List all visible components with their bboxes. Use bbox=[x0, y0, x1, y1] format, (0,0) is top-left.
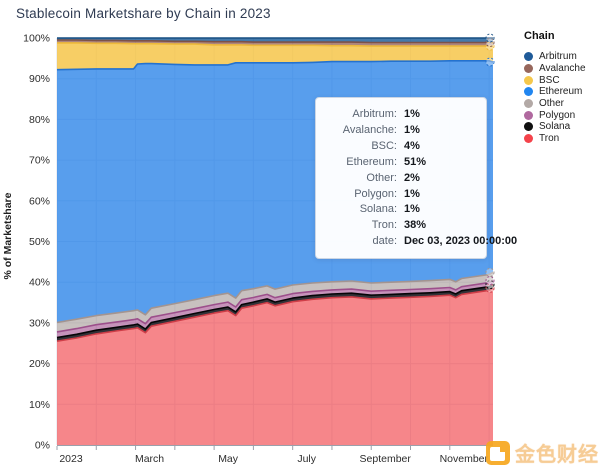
solana-color-dot-icon bbox=[524, 122, 533, 132]
legend-title: Chain bbox=[524, 30, 555, 42]
legend-item-bsc[interactable]: BSC bbox=[524, 74, 586, 86]
y-tick-label: 70% bbox=[29, 155, 50, 167]
watermark: 金色财经 bbox=[486, 438, 599, 467]
x-tick-label: May bbox=[218, 453, 239, 465]
tooltip-label: Avalanche: bbox=[342, 123, 397, 136]
legend-item-polygon[interactable]: Polygon bbox=[524, 109, 586, 121]
tooltip-label: date: bbox=[372, 235, 397, 248]
hover-marker-tron bbox=[485, 283, 495, 293]
legend-item-tron[interactable]: Tron bbox=[524, 133, 586, 145]
edge-solana bbox=[56, 283, 494, 339]
tron-color-dot-icon bbox=[524, 134, 533, 144]
y-tick-label: 30% bbox=[29, 317, 50, 329]
other-color-dot-icon bbox=[524, 99, 533, 109]
area-bsc[interactable] bbox=[57, 42, 493, 70]
y-tick-label: 20% bbox=[29, 358, 50, 370]
ethereum-color-dot-icon bbox=[524, 87, 533, 97]
watermark-text: 金色财经 bbox=[515, 444, 599, 466]
tooltip-row: Arbitrum: 1% bbox=[327, 107, 475, 123]
y-tick-label: 60% bbox=[29, 195, 50, 207]
x-tick-label: 2023 bbox=[59, 453, 83, 465]
edge-avalanche bbox=[57, 39, 493, 44]
tooltip-value: 4% bbox=[404, 139, 420, 152]
legend-label: Ethereum bbox=[539, 86, 583, 98]
edge-bsc bbox=[57, 42, 493, 47]
tooltip-value: 1% bbox=[404, 123, 420, 136]
hover-marker-bsc bbox=[485, 41, 495, 51]
legend-label: Other bbox=[539, 98, 565, 110]
tooltip-value: 1% bbox=[404, 187, 420, 200]
hover-marker-other bbox=[485, 267, 495, 277]
tooltip-row: Other: 2% bbox=[327, 171, 475, 187]
hover-tooltip: Arbitrum: 1% Avalanche: 1% BSC: 4% Ethereum: 51… bbox=[315, 97, 518, 260]
edge-ethereum bbox=[56, 60, 494, 71]
x-tick-label: September bbox=[360, 453, 412, 465]
tooltip-label: BSC: bbox=[371, 139, 397, 152]
tooltip-value: 38% bbox=[404, 219, 427, 232]
area-other[interactable] bbox=[57, 272, 493, 332]
tooltip-value: 1% bbox=[404, 108, 420, 120]
tooltip-row: Solana: 1% bbox=[327, 202, 475, 218]
arbitrum-color-dot-icon bbox=[524, 52, 533, 62]
tooltip-label: Tron: bbox=[371, 219, 397, 232]
y-tick-label: 50% bbox=[29, 236, 50, 248]
tooltip-value: 51% bbox=[404, 155, 427, 168]
avalanche-color-dot-icon bbox=[524, 64, 533, 74]
tooltip-label: Arbitrum: bbox=[352, 108, 397, 120]
legend-item-other[interactable]: Other bbox=[524, 98, 586, 110]
hover-marker-solana bbox=[485, 280, 495, 290]
tooltip-label: Solana: bbox=[359, 203, 397, 216]
hover-marker-avalanche bbox=[485, 37, 495, 47]
legend-item-avalanche[interactable]: Avalanche bbox=[524, 63, 586, 75]
tooltip-label: Polygon: bbox=[354, 187, 397, 200]
legend-label: Tron bbox=[539, 133, 560, 145]
legend-label: Polygon bbox=[539, 109, 576, 121]
edge-other bbox=[56, 271, 494, 324]
y-tick-label: 10% bbox=[29, 399, 50, 411]
y-tick-label: 0% bbox=[35, 440, 50, 452]
y-tick-label: 80% bbox=[29, 114, 50, 126]
bsc-color-dot-icon bbox=[524, 75, 533, 85]
chart-title: Stablecoin Marketshare by Chain in 2023 bbox=[16, 6, 271, 21]
legend-label: Solana bbox=[539, 121, 571, 133]
y-tick-label: 100% bbox=[23, 33, 50, 45]
jinse-logo-icon bbox=[486, 440, 510, 465]
chart-legend: Chain Arbitrum Avalanche BSC Ethereum Other P… bbox=[524, 30, 586, 145]
hover-marker-polygon bbox=[485, 276, 495, 286]
legend-label: BSC bbox=[539, 74, 560, 86]
tooltip-value: 2% bbox=[404, 171, 420, 184]
legend-item-solana[interactable]: Solana bbox=[524, 121, 586, 133]
tooltip-label: Other: bbox=[366, 171, 397, 184]
edge-polygon bbox=[56, 279, 494, 333]
tooltip-row: Tron: 38% bbox=[327, 218, 475, 234]
legend-label: Avalanche bbox=[539, 63, 586, 75]
tooltip-row: Ethereum: 51% bbox=[327, 155, 475, 171]
y-tick-label: 40% bbox=[29, 277, 50, 289]
tooltip-label: Ethereum: bbox=[346, 155, 397, 168]
polygon-color-dot-icon bbox=[524, 110, 533, 120]
x-tick-label: March bbox=[135, 453, 164, 465]
tooltip-row: Avalanche: 1% bbox=[327, 123, 475, 139]
tooltip-value: Dec 03, 2023 00:00:00 bbox=[404, 235, 518, 248]
tooltip-row: date: Dec 03, 2023 00:00:00 bbox=[327, 234, 518, 250]
x-tick-label: July bbox=[297, 453, 316, 465]
area-arbitrum[interactable] bbox=[57, 38, 493, 43]
x-tick-label: November bbox=[440, 453, 489, 465]
legend-item-arbitrum[interactable]: Arbitrum bbox=[524, 51, 586, 63]
hover-marker-arbitrum bbox=[485, 33, 495, 43]
y-tick-label: 90% bbox=[29, 73, 50, 85]
tooltip-row: BSC: 4% bbox=[327, 139, 475, 155]
tooltip-value: 1% bbox=[404, 203, 420, 216]
legend-item-ethereum[interactable]: Ethereum bbox=[524, 86, 586, 98]
legend-label: Arbitrum bbox=[539, 51, 577, 63]
edge-tron bbox=[56, 287, 494, 342]
tooltip-row: Polygon: 1% bbox=[327, 187, 475, 203]
area-tron[interactable] bbox=[57, 288, 493, 445]
hover-marker-ethereum bbox=[485, 57, 495, 67]
